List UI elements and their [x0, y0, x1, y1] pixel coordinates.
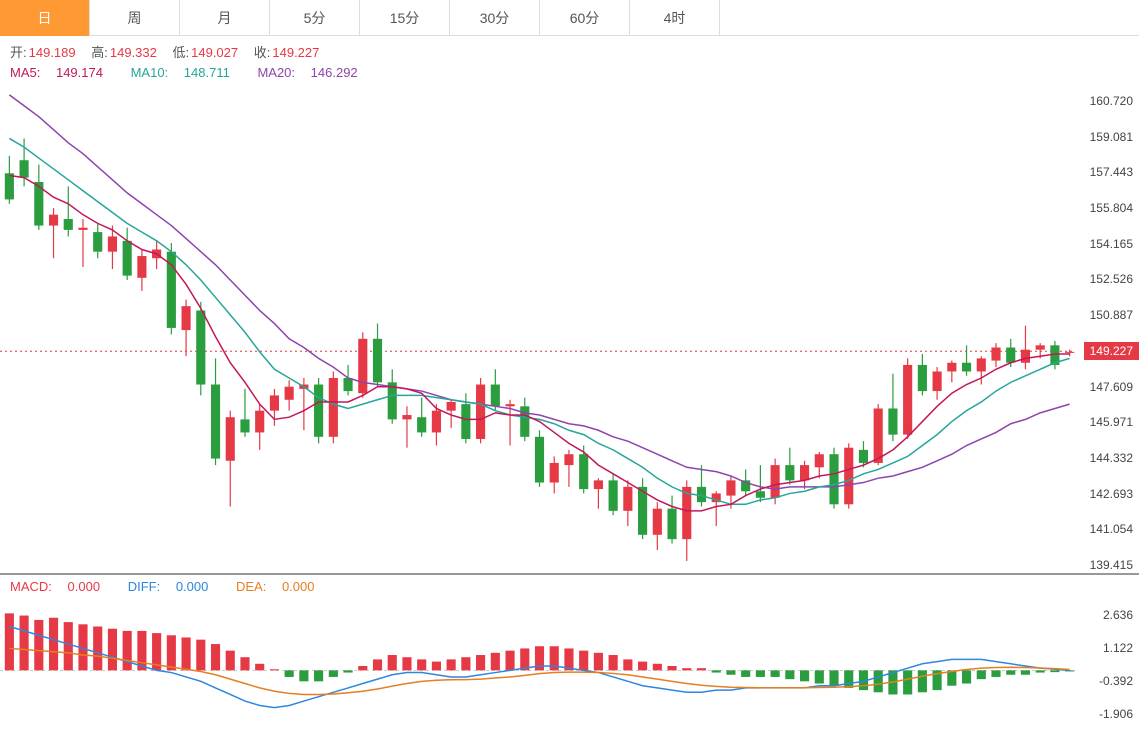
- ma20-label: MA20: 146.292: [257, 65, 369, 80]
- price-tick: 141.054: [1090, 522, 1133, 536]
- price-tick: 142.693: [1090, 487, 1133, 501]
- price-tick: 155.804: [1090, 201, 1133, 215]
- price-tick: 160.720: [1090, 94, 1133, 108]
- macd-label: MACD: 0.000: [10, 579, 112, 594]
- low-value: 149.027: [191, 45, 238, 60]
- price-tick: 144.332: [1090, 451, 1133, 465]
- price-axis: 160.720 159.081 157.443 155.804 154.165 152.5…: [1077, 84, 1139, 573]
- open-label: 开:: [10, 45, 27, 60]
- tab-月[interactable]: 月: [180, 0, 270, 36]
- macd-axis: 2.636 1.122 -0.392 -1.906: [1077, 600, 1139, 730]
- diff-label: DIFF: 0.000: [128, 579, 221, 594]
- macd-labels: MACD: 0.000 DIFF: 0.000 DEA: 0.000: [0, 575, 1139, 598]
- price-tick: 159.081: [1090, 130, 1133, 144]
- main-candlestick-chart[interactable]: 160.720 159.081 157.443 155.804 154.165 152.5…: [0, 84, 1139, 574]
- close-label: 收:: [254, 45, 271, 60]
- tab-5分[interactable]: 5分: [270, 0, 360, 36]
- close-value: 149.227: [272, 45, 319, 60]
- price-tick: 150.887: [1090, 308, 1133, 322]
- tab-日[interactable]: 日: [0, 0, 90, 36]
- price-tick: 145.971: [1090, 415, 1133, 429]
- high-label: 高:: [91, 45, 108, 60]
- ma-row: MA5: 149.174 MA10: 148.711 MA20: 146.292: [0, 63, 1139, 84]
- dea-label: DEA: 0.000: [236, 579, 327, 594]
- tab-60分[interactable]: 60分: [540, 0, 630, 36]
- tab-15分[interactable]: 15分: [360, 0, 450, 36]
- macd-panel[interactable]: MACD: 0.000 DIFF: 0.000 DEA: 0.000 2.636…: [0, 574, 1139, 729]
- tab-30分[interactable]: 30分: [450, 0, 540, 36]
- price-tick: 139.415: [1090, 558, 1133, 572]
- price-tick: 157.443: [1090, 165, 1133, 179]
- ma5-label: MA5: 149.174: [10, 65, 115, 80]
- macd-tick: -0.392: [1099, 674, 1133, 688]
- current-price-tag: 149.227: [1084, 342, 1139, 360]
- tab-4时[interactable]: 4时: [630, 0, 720, 36]
- macd-tick: 1.122: [1103, 641, 1133, 655]
- open-value: 149.189: [29, 45, 76, 60]
- low-label: 低:: [173, 45, 190, 60]
- tab-周[interactable]: 周: [90, 0, 180, 36]
- chart-container: 日周月5分15分30分60分4时 开:149.189 高:149.332 低:1…: [0, 0, 1139, 749]
- price-tick: 154.165: [1090, 237, 1133, 251]
- high-value: 149.332: [110, 45, 157, 60]
- macd-tick: 2.636: [1103, 608, 1133, 622]
- ma10-label: MA10: 148.711: [131, 65, 242, 80]
- timeframe-tabs: 日周月5分15分30分60分4时: [0, 0, 1139, 36]
- price-tick: 147.609: [1090, 380, 1133, 394]
- ohlc-row: 开:149.189 高:149.332 低:149.027 收:149.227: [0, 36, 1139, 63]
- price-tick: 152.526: [1090, 272, 1133, 286]
- macd-tick: -1.906: [1099, 707, 1133, 721]
